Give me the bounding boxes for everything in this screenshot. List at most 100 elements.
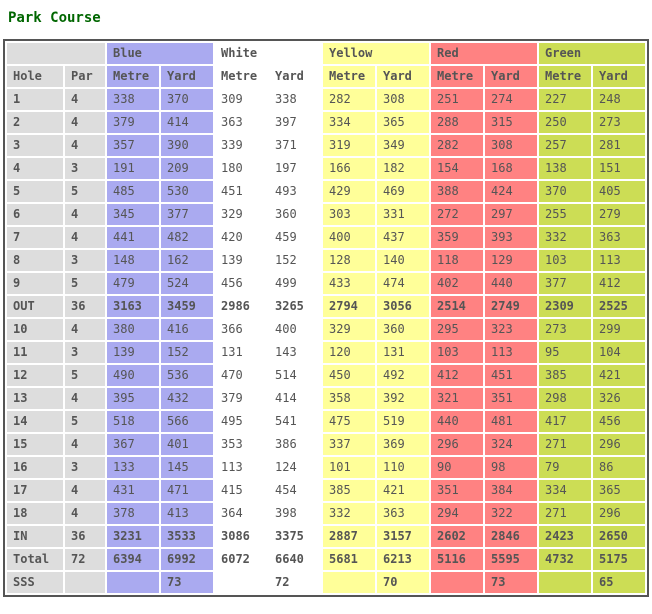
white-yard-value: 493 — [269, 181, 321, 202]
yellow-yard-value: 3157 — [377, 526, 429, 547]
green-metre-value: 370 — [539, 181, 591, 202]
par-value: 4 — [65, 503, 105, 524]
green-metre-header: Metre — [539, 66, 591, 87]
red-yard-value: 5595 — [485, 549, 537, 570]
hole-label: 2 — [7, 112, 63, 133]
green-yard-value: 151 — [593, 158, 645, 179]
green-metre-value: 257 — [539, 135, 591, 156]
blue-yard-value: 524 — [161, 273, 213, 294]
white-yard-value: 72 — [269, 572, 321, 593]
hole-label: 6 — [7, 204, 63, 225]
red-yard-value: 129 — [485, 250, 537, 271]
green-metre-value: 227 — [539, 89, 591, 110]
red-metre-value: 412 — [431, 365, 483, 386]
white-metre-value: 470 — [215, 365, 267, 386]
hole-column-header: Hole — [7, 66, 63, 87]
red-yard-value: 308 — [485, 135, 537, 156]
yellow-metre-value: 319 — [323, 135, 375, 156]
tee-header-row: Blue White Yellow Red Green — [7, 43, 645, 64]
hole-label: 17 — [7, 480, 63, 501]
blue-metre-value: 367 — [107, 434, 159, 455]
white-yard-value: 514 — [269, 365, 321, 386]
green-metre-value: 103 — [539, 250, 591, 271]
white-metre-value: 353 — [215, 434, 267, 455]
white-yard-value: 499 — [269, 273, 321, 294]
yellow-yard-value: 182 — [377, 158, 429, 179]
white-metre-value: 456 — [215, 273, 267, 294]
table-row-sss: SSS 73 72 70 73 65 — [7, 572, 645, 593]
column-header-row: Hole Par Metre Yard Metre Yard Metre Yard Metr… — [7, 66, 645, 87]
blue-metre-value: 395 — [107, 388, 159, 409]
par-value: 4 — [65, 480, 105, 501]
blue-metre-value: 490 — [107, 365, 159, 386]
blue-yard-value: 432 — [161, 388, 213, 409]
yellow-metre-value: 450 — [323, 365, 375, 386]
yellow-yard-value: 3056 — [377, 296, 429, 317]
blue-metre-value: 378 — [107, 503, 159, 524]
red-metre-value: 2602 — [431, 526, 483, 547]
yellow-metre-value: 433 — [323, 273, 375, 294]
table-row-out: OUT 36 3163 3459 2986 3265 2794 3056 2514 2749 230… — [7, 296, 645, 317]
green-yard-value: 65 — [593, 572, 645, 593]
white-yard-value: 454 — [269, 480, 321, 501]
green-yard-value: 113 — [593, 250, 645, 271]
green-metre-value: 4732 — [539, 549, 591, 570]
green-yard-value: 412 — [593, 273, 645, 294]
hole-label: 10 — [7, 319, 63, 340]
green-yard-value: 296 — [593, 434, 645, 455]
tee-header-white: White — [215, 43, 321, 64]
par-value: 36 — [65, 296, 105, 317]
green-yard-value: 248 — [593, 89, 645, 110]
yellow-yard-header: Yard — [377, 66, 429, 87]
blue-metre-value: 148 — [107, 250, 159, 271]
hole-label: 7 — [7, 227, 63, 248]
white-yard-value: 459 — [269, 227, 321, 248]
par-value: 3 — [65, 342, 105, 363]
table-row-2: 2 4 379 414 363 397 334 365 288 315 250 273 — [7, 112, 645, 133]
green-metre-value: 255 — [539, 204, 591, 225]
green-yard-header: Yard — [593, 66, 645, 87]
table-row-18: 18 4 378 413 364 398 332 363 294 322 271 296 — [7, 503, 645, 524]
page-title: Park Course — [8, 10, 101, 26]
green-metre-value: 79 — [539, 457, 591, 478]
yellow-metre-value: 385 — [323, 480, 375, 501]
red-metre-value: 351 — [431, 480, 483, 501]
green-yard-value: 296 — [593, 503, 645, 524]
blue-yard-value: 566 — [161, 411, 213, 432]
par-value: 36 — [65, 526, 105, 547]
blue-metre-value: 441 — [107, 227, 159, 248]
red-yard-value: 424 — [485, 181, 537, 202]
blue-yard-value: 377 — [161, 204, 213, 225]
yellow-yard-value: 308 — [377, 89, 429, 110]
green-yard-value: 279 — [593, 204, 645, 225]
red-yard-value: 73 — [485, 572, 537, 593]
green-yard-value: 104 — [593, 342, 645, 363]
hole-label: 4 — [7, 158, 63, 179]
white-metre-value: 2986 — [215, 296, 267, 317]
par-value: 5 — [65, 365, 105, 386]
par-value: 4 — [65, 204, 105, 225]
red-metre-value: 294 — [431, 503, 483, 524]
table-row-12: 12 5 490 536 470 514 450 492 412 451 385 421 — [7, 365, 645, 386]
green-metre-value: 385 — [539, 365, 591, 386]
white-yard-value: 197 — [269, 158, 321, 179]
hole-label: 3 — [7, 135, 63, 156]
table-row-6: 6 4 345 377 329 360 303 331 272 297 255 279 — [7, 204, 645, 225]
table-row-13: 13 4 395 432 379 414 358 392 321 351 298 326 — [7, 388, 645, 409]
green-yard-value: 299 — [593, 319, 645, 340]
white-yard-value: 414 — [269, 388, 321, 409]
white-yard-value: 371 — [269, 135, 321, 156]
tee-header-yellow: Yellow — [323, 43, 429, 64]
hole-label: SSS — [7, 572, 63, 593]
red-metre-value: 118 — [431, 250, 483, 271]
hole-label: 14 — [7, 411, 63, 432]
blue-yard-value: 3459 — [161, 296, 213, 317]
white-yard-value: 360 — [269, 204, 321, 225]
red-metre-value — [431, 572, 483, 593]
red-metre-value: 359 — [431, 227, 483, 248]
blue-metre-value: 191 — [107, 158, 159, 179]
hole-label: Total — [7, 549, 63, 570]
yellow-metre-value: 429 — [323, 181, 375, 202]
white-metre-value — [215, 572, 267, 593]
green-metre-value: 417 — [539, 411, 591, 432]
